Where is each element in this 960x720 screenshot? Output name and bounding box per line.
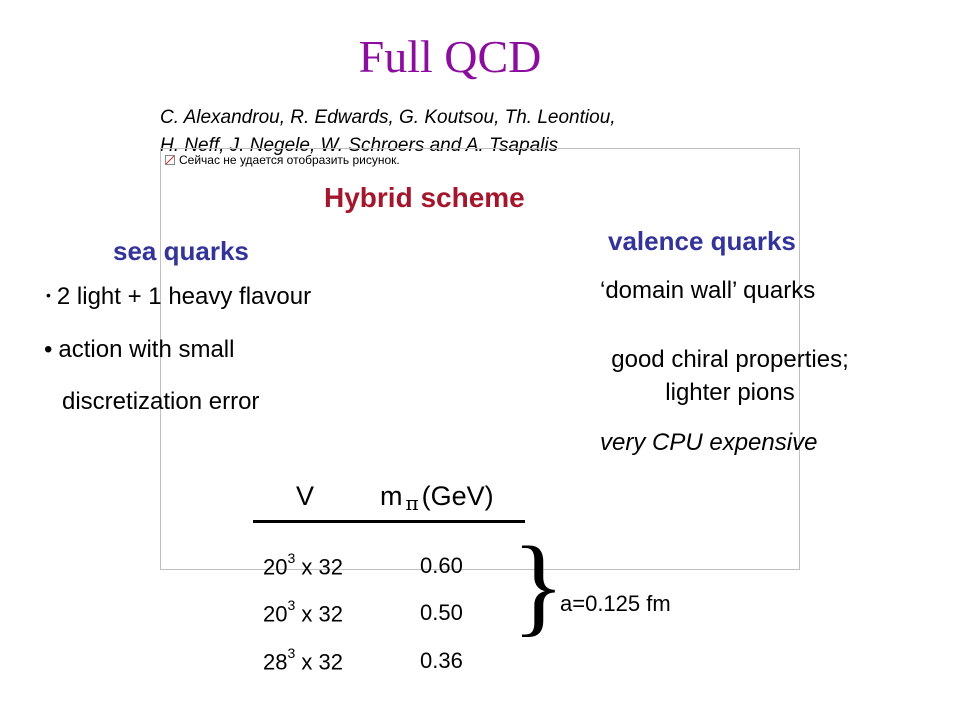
- lattice-time: x 32: [295, 649, 343, 675]
- pion-mass-value: 0.50: [420, 600, 463, 625]
- table-row: 203 x 32 0.50: [263, 597, 463, 627]
- sea-bullet-text: 2 light + 1 heavy flavour: [56, 283, 312, 310]
- sea-bullet-action-continued: discretization error: [62, 388, 260, 415]
- slide-title: Full QCD: [358, 31, 542, 82]
- lattice-base: 20: [263, 554, 288, 580]
- valence-pions-line: lighter pions: [665, 379, 795, 406]
- bullet-dot-icon: •: [46, 287, 51, 303]
- sea-bullet-text: action with small: [58, 336, 235, 363]
- lattice-base: 28: [263, 649, 288, 675]
- table-header-volume: V: [296, 481, 315, 511]
- author-line: H. Neff, J. Negele, W. Schroers and A. T…: [160, 135, 559, 156]
- sea-quarks-heading: sea quarks: [113, 236, 249, 266]
- valence-chiral-properties: good chiral properties; lighter pions: [560, 343, 900, 409]
- author-list: C. Alexandrou, R. Edwards, G. Koutsou, T…: [160, 104, 616, 160]
- right-brace: }: [512, 524, 565, 646]
- valence-chiral-line: good chiral properties;: [611, 346, 849, 373]
- lattice-time: x 32: [295, 554, 343, 580]
- broken-image-notice: Сейчас не удается отобразить рисунок.: [165, 153, 400, 167]
- broken-image-icon: [165, 155, 175, 165]
- lattice-base: 20: [263, 601, 288, 627]
- valence-cpu-cost: very CPU expensive: [600, 429, 818, 456]
- table-row: 283 x 32 0.36: [263, 645, 463, 675]
- valence-quarks-heading: valence quarks: [608, 226, 796, 256]
- table-row: 203 x 32 0.60: [263, 550, 463, 580]
- valence-domain-wall: ‘domain wall’ quarks: [600, 277, 816, 304]
- broken-image-text: Сейчас не удается отобразить рисунок.: [179, 153, 400, 167]
- sea-bullet-action: • action with small: [44, 336, 234, 364]
- lattice-spacing: a=0.125 fm: [560, 591, 671, 616]
- image-frame: Сейчас не удается отобразить рисунок.: [160, 148, 800, 570]
- hybrid-scheme-heading: Hybrid scheme: [324, 182, 525, 213]
- lattice-time: x 32: [295, 601, 343, 627]
- pion-mass-value: 0.36: [420, 648, 463, 673]
- lattice-exponent: 3: [287, 597, 296, 613]
- pion-mass-symbol: m: [380, 481, 403, 511]
- bullet-dot-icon: •: [44, 336, 53, 363]
- lattice-exponent: 3: [287, 645, 296, 661]
- pion-mass-subscript: π: [405, 491, 419, 515]
- lattice-exponent: 3: [287, 550, 296, 566]
- table-header-rule: [253, 520, 525, 523]
- pion-mass-unit: (GeV): [421, 481, 494, 511]
- author-line: C. Alexandrou, R. Edwards, G. Koutsou, T…: [160, 107, 616, 128]
- table-header-pion-mass: m π (GeV): [380, 481, 494, 515]
- pion-mass-value: 0.60: [420, 553, 463, 578]
- sea-bullet-flavours: • 2 light + 1 heavy flavour: [46, 283, 311, 311]
